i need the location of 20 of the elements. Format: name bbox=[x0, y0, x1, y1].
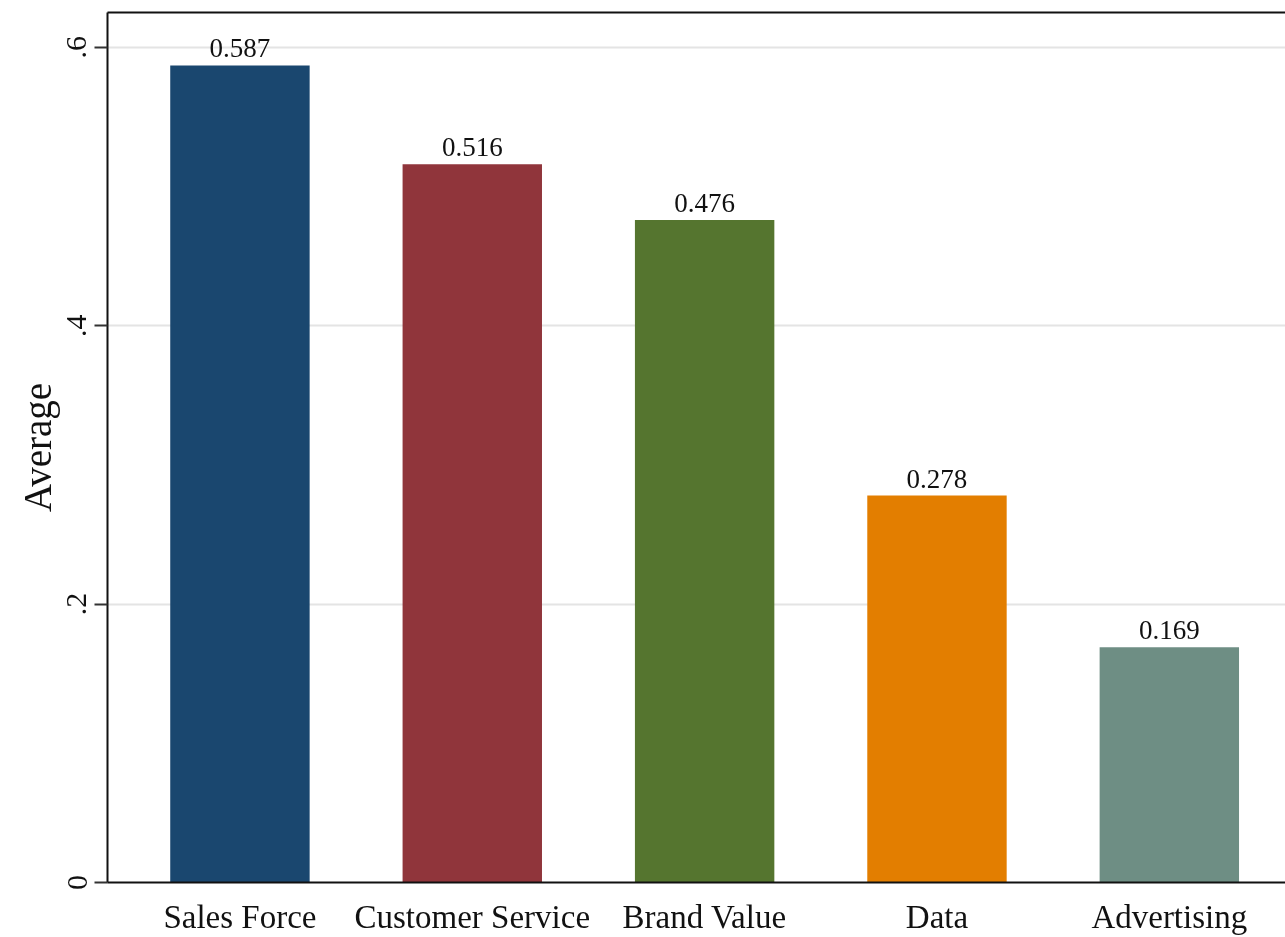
y-axis-title: Average bbox=[15, 382, 60, 513]
x-tick-label: Customer Service bbox=[354, 898, 591, 935]
data-label: 0.516 bbox=[441, 132, 503, 163]
data-label: 0.476 bbox=[674, 187, 736, 218]
bar bbox=[634, 219, 775, 883]
y-tick-label: .6 bbox=[59, 36, 93, 59]
bar bbox=[867, 495, 1007, 883]
data-label: 0.587 bbox=[209, 33, 271, 64]
y-tick-label: .2 bbox=[59, 592, 93, 616]
x-tick-label: Advertising bbox=[1091, 898, 1248, 935]
y-tick-label: 0 bbox=[59, 875, 93, 890]
x-tick-label: Sales Force bbox=[163, 898, 317, 935]
data-label: 0.169 bbox=[1138, 615, 1200, 646]
x-tick-label: Data bbox=[905, 898, 969, 935]
bar bbox=[1099, 647, 1240, 883]
bar bbox=[170, 65, 310, 883]
bar bbox=[402, 164, 542, 883]
data-label: 0.278 bbox=[906, 463, 968, 494]
x-tick-label: Brand Value bbox=[622, 898, 787, 935]
y-tick-label: .4 bbox=[59, 314, 93, 337]
